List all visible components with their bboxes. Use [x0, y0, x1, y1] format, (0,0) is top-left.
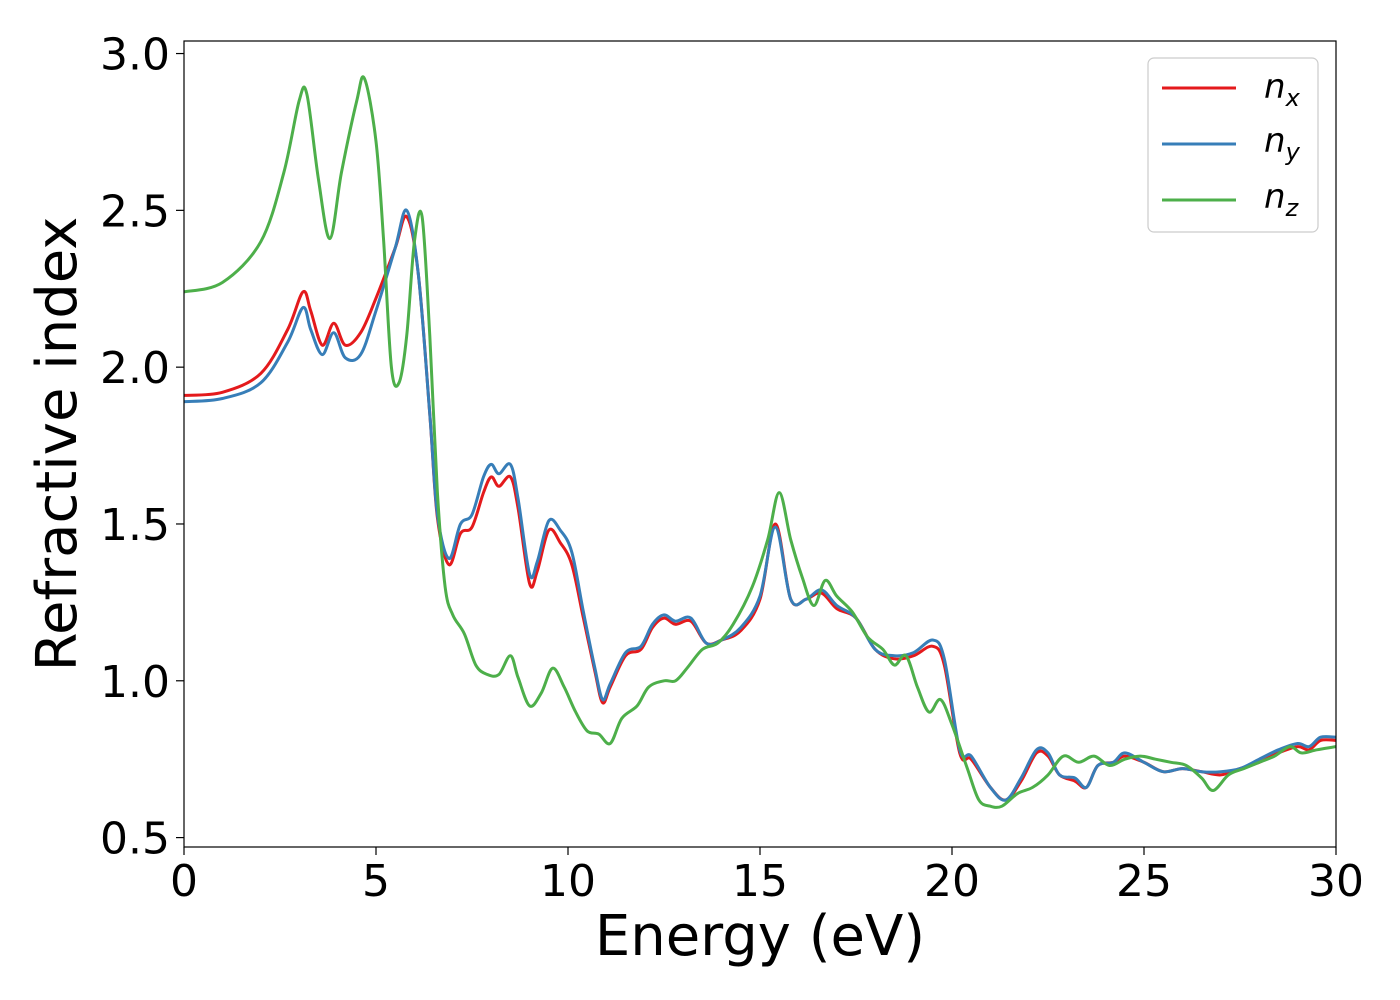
x-tick-label: 20 [924, 856, 980, 907]
y-tick-label: 1.0 [100, 657, 170, 708]
x-axis-ticks: 0 5 10 15 20 25 30 [170, 847, 1364, 907]
x-tick-label: 25 [1116, 856, 1172, 907]
legend-label-nz: nz [1264, 177, 1300, 222]
series-line-ny [184, 208, 1336, 802]
plot-area [184, 41, 1336, 847]
y-tick-label: 2.0 [100, 343, 170, 394]
y-axis-title: Refractive index [25, 217, 90, 672]
y-tick-label: 2.5 [100, 186, 170, 237]
legend-label-ny: ny [1264, 121, 1301, 166]
x-tick-label: 30 [1308, 856, 1364, 907]
x-tick-label: 0 [170, 856, 198, 907]
y-tick-label: 3.0 [100, 30, 170, 81]
y-tick-label: 1.5 [100, 500, 170, 551]
x-tick-label: 10 [540, 856, 596, 907]
series-layer [184, 75, 1336, 809]
x-axis-title: Energy (eV) [595, 904, 925, 969]
y-tick-label: 0.5 [100, 814, 170, 865]
y-axis-ticks: 0.5 1.0 1.5 2.0 2.5 3.0 [100, 30, 184, 865]
series-line-nz [184, 75, 1336, 809]
legend: nx ny nz [1147, 57, 1319, 233]
legend-label-nx: nx [1264, 67, 1301, 112]
x-tick-label: 5 [362, 856, 390, 907]
x-tick-label: 15 [732, 856, 788, 907]
